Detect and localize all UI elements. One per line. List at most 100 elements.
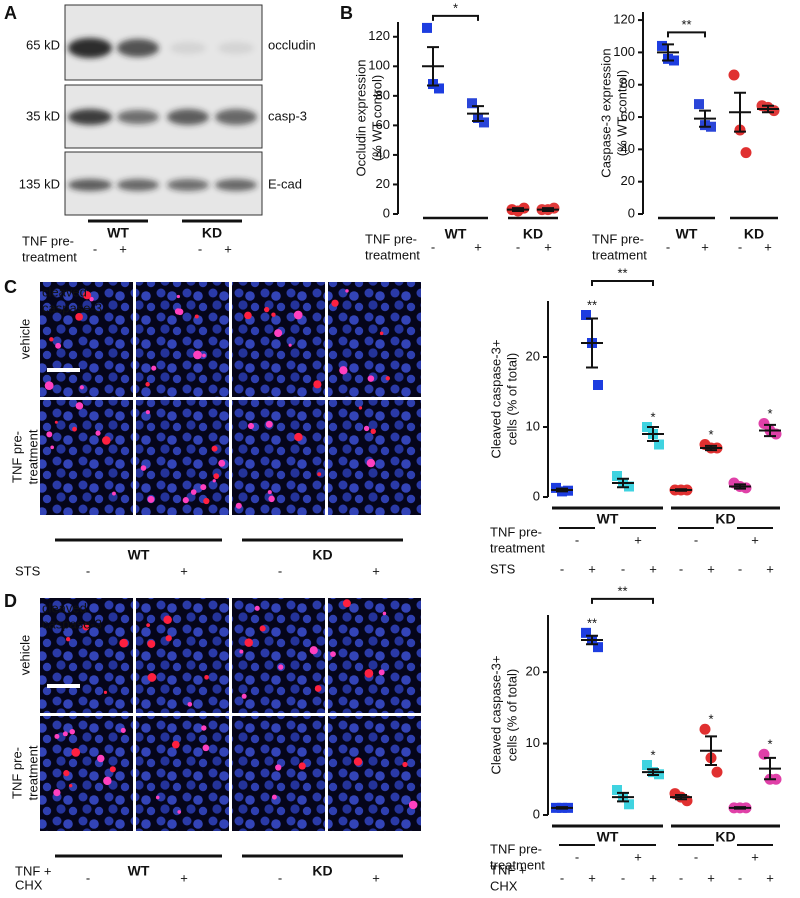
micrograph — [328, 400, 421, 515]
stain-spot — [330, 651, 336, 658]
micrograph-bg — [232, 598, 325, 713]
micrograph-bg — [136, 400, 229, 515]
sign: - — [679, 561, 683, 576]
group-label: KD — [715, 511, 735, 527]
stain-spot — [72, 426, 77, 432]
sign: - — [694, 849, 698, 864]
stain-spot — [201, 725, 207, 731]
band — [68, 179, 112, 191]
y-tick-label: 120 — [613, 12, 635, 27]
stain-spot — [317, 472, 322, 477]
stain-spot — [53, 788, 61, 797]
stain-spot — [69, 728, 75, 735]
significance: ** — [587, 615, 597, 630]
micrograph — [232, 598, 325, 713]
y-tick-label: 120 — [368, 28, 390, 43]
group-label: WT — [128, 863, 150, 879]
stain-spot — [151, 365, 157, 371]
stain-spot — [97, 754, 105, 763]
point — [624, 799, 634, 810]
group-label: WT — [128, 547, 150, 563]
stain-spot — [364, 669, 374, 678]
group-label: KD — [202, 225, 222, 241]
band — [215, 179, 257, 191]
stain-spot — [75, 402, 84, 410]
micrograph — [40, 282, 133, 397]
y-tick-label: 0 — [533, 488, 540, 503]
micrograph — [136, 400, 229, 515]
stain-spot — [145, 410, 150, 415]
micrograph — [328, 282, 421, 397]
point — [593, 642, 603, 653]
bracket — [667, 31, 706, 38]
y-tick-label: 0 — [383, 205, 390, 220]
stain-spot — [202, 744, 210, 752]
group-label: KD — [715, 829, 735, 845]
stain-spot — [75, 313, 83, 321]
micrograph-bg — [40, 598, 133, 713]
micrograph — [136, 598, 229, 713]
micrograph-bg — [40, 282, 133, 397]
band — [68, 109, 112, 125]
point — [711, 766, 723, 778]
point — [593, 380, 603, 390]
sign: + — [707, 870, 715, 885]
row-label: vehicle — [17, 319, 32, 359]
stain-spot — [120, 727, 126, 733]
point — [612, 785, 622, 795]
stain-spot — [378, 669, 385, 676]
band — [117, 179, 159, 191]
stain-spot — [165, 635, 172, 642]
group-label: KD — [744, 226, 764, 242]
y-tick-label: 20 — [526, 348, 540, 363]
micrograph-bg — [136, 282, 229, 397]
stain-spot — [265, 420, 273, 428]
stain-spot — [89, 296, 94, 302]
point — [768, 105, 780, 117]
row-label: treatment — [490, 857, 545, 872]
stain-spot — [244, 638, 254, 647]
stain-spot — [342, 599, 351, 608]
sign: + — [634, 532, 642, 547]
stain-spot — [370, 428, 376, 435]
stain-spot — [293, 310, 303, 320]
stain-spot — [211, 445, 218, 452]
stain-spot — [102, 436, 111, 445]
point — [694, 99, 704, 110]
y-tick-label: 100 — [613, 44, 635, 59]
protein-label: E-cad — [268, 176, 302, 191]
bracket — [432, 14, 479, 21]
sign: + — [707, 561, 715, 576]
point — [699, 723, 711, 735]
stain-spot — [79, 385, 84, 390]
point — [740, 147, 752, 159]
stain-spot — [176, 294, 181, 299]
stain-spot — [50, 445, 54, 450]
stain-spot — [119, 638, 129, 648]
stain-label: cleaved — [42, 600, 87, 615]
stain-spot — [313, 380, 322, 389]
y-tick-label: 80 — [621, 76, 635, 91]
sign: + — [474, 239, 482, 254]
stain-spot — [176, 308, 184, 316]
sign: - — [198, 241, 202, 256]
row-label: STS — [490, 561, 516, 576]
stain-spot — [274, 329, 283, 338]
sign: + — [224, 241, 232, 256]
stain-spot — [155, 795, 160, 800]
sign: - — [575, 532, 579, 547]
panel-label: D — [4, 591, 17, 611]
band — [167, 179, 209, 191]
sign: + — [649, 561, 657, 576]
stain-spot — [212, 479, 216, 483]
sign: - — [560, 561, 564, 576]
significance: * — [767, 406, 772, 421]
y-axis-label: Caspase-3 expression — [598, 48, 613, 177]
row-label: treatment — [365, 247, 420, 262]
point — [422, 22, 432, 33]
stain-spot — [358, 406, 363, 410]
y-axis-label: Cleaved caspase-3+ — [488, 340, 503, 459]
sign: - — [738, 870, 742, 885]
stain-spot — [213, 473, 220, 480]
significance: * — [767, 737, 772, 752]
